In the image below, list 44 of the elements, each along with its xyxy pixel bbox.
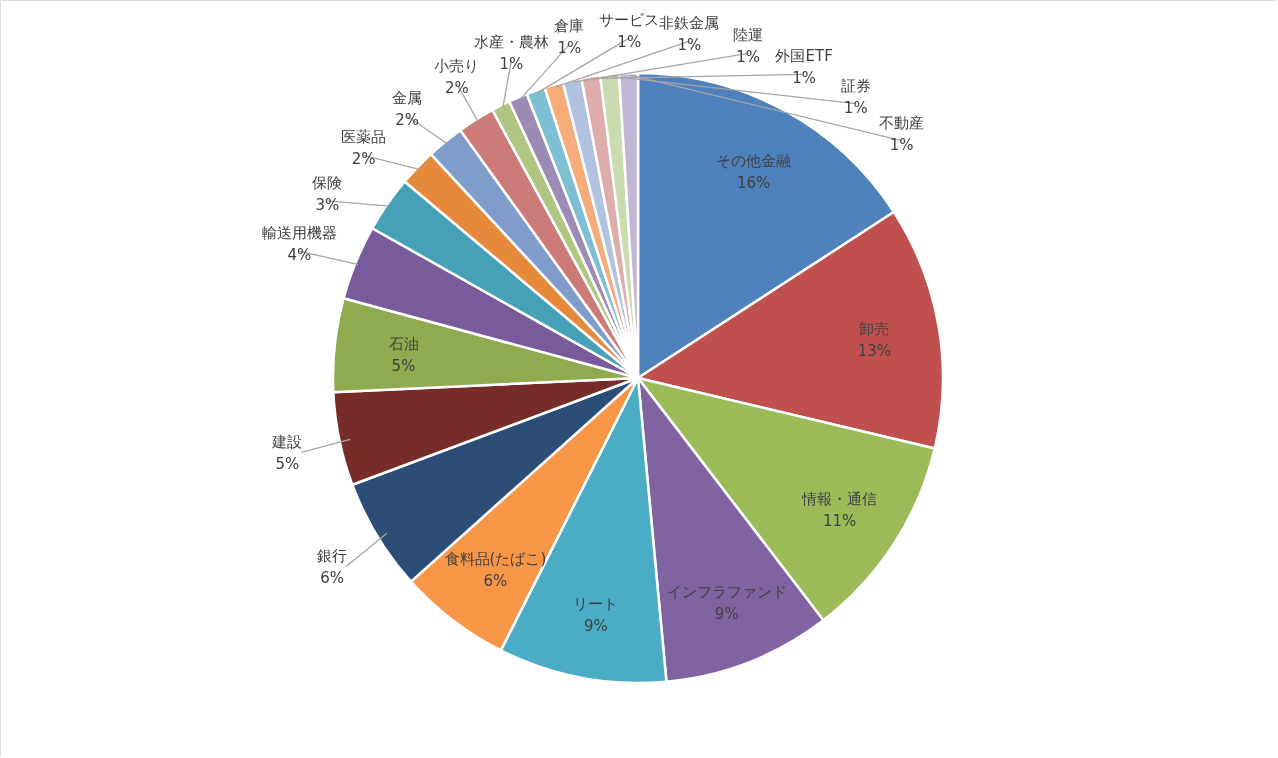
slice-label: その他金融 (716, 151, 792, 170)
data-label: 6% (320, 569, 344, 588)
data-label: 13% (857, 342, 892, 361)
slice-label: 非鉄金属 (659, 14, 720, 33)
data-label: 2% (395, 111, 420, 129)
slice-label: 情報・通信 (801, 490, 878, 509)
data-label: 1% (499, 54, 524, 73)
data-label: 5% (275, 455, 300, 474)
data-label: 2% (444, 78, 469, 97)
slice-label: 保険 (312, 173, 343, 192)
slice-label: 卸売 (859, 320, 890, 339)
data-label: 1% (792, 69, 817, 88)
slice-label: 不動産 (879, 113, 925, 132)
data-label: 3% (315, 195, 340, 214)
data-label: 1% (617, 33, 642, 52)
slice-label: 倉庫 (554, 17, 585, 36)
slice-label: サービス (599, 11, 660, 30)
slice-label: 医薬品 (341, 128, 387, 147)
data-label: 11% (822, 512, 857, 531)
slice-label: 金属 (392, 89, 423, 107)
slice-label: 証券 (840, 76, 871, 95)
data-label: 1% (843, 98, 868, 117)
slice-label: 輸送用機器 (261, 224, 337, 243)
slice-label: 水産・農林 (473, 32, 549, 51)
slice-label: リート (573, 594, 619, 613)
data-label: 5% (391, 357, 416, 376)
data-label: 4% (287, 246, 312, 265)
slice-label: 建設 (271, 433, 303, 452)
slice-label: 石油 (388, 335, 419, 354)
slice-label: 食料品(たばこ) (444, 549, 547, 568)
slice-label: 陸運 (733, 26, 764, 45)
data-label: 9% (583, 616, 608, 635)
data-label: 2% (351, 150, 376, 169)
slice-label: 外国ETF (775, 47, 833, 66)
data-label: 1% (889, 135, 914, 154)
data-label: 1% (557, 39, 582, 58)
slice-label: インフラファンド (666, 582, 787, 601)
slice-label: 銀行 (317, 547, 348, 566)
data-label: 6% (483, 571, 508, 590)
slice-label: 小売り (434, 56, 480, 75)
data-label: 9% (714, 604, 739, 623)
data-label: 1% (736, 48, 761, 67)
data-label: 1% (677, 36, 702, 55)
data-label: 16% (736, 173, 771, 192)
